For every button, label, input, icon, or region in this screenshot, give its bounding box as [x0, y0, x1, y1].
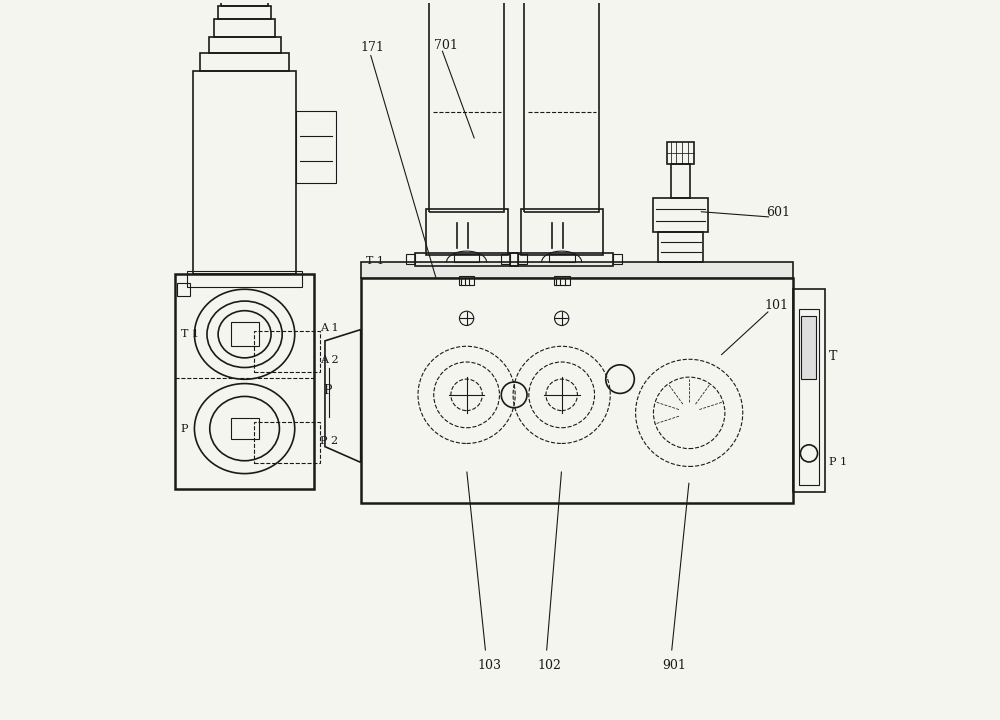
Text: T 1: T 1: [366, 256, 384, 266]
Text: 701: 701: [434, 39, 457, 52]
Text: A 2: A 2: [320, 355, 339, 365]
Text: 901: 901: [662, 659, 686, 672]
Bar: [429, 0, 504, 212]
Bar: [518, 254, 527, 264]
Bar: [415, 253, 518, 266]
Text: 102: 102: [538, 659, 562, 672]
Text: P 2: P 2: [320, 436, 338, 446]
Bar: [214, 19, 275, 37]
Text: P: P: [324, 384, 332, 397]
Bar: [799, 309, 819, 485]
Bar: [510, 253, 613, 266]
Bar: [521, 209, 603, 255]
Bar: [209, 37, 281, 53]
Text: T: T: [829, 350, 837, 363]
Bar: [653, 198, 708, 232]
Text: 171: 171: [361, 41, 385, 54]
Bar: [426, 209, 508, 255]
Bar: [177, 283, 190, 296]
Bar: [524, 0, 599, 212]
Bar: [187, 271, 302, 287]
Bar: [554, 276, 570, 285]
Bar: [454, 253, 479, 262]
Text: A 1: A 1: [320, 323, 339, 333]
Bar: [501, 254, 510, 264]
Bar: [361, 262, 793, 278]
Bar: [231, 323, 259, 346]
Bar: [231, 418, 259, 439]
Bar: [793, 289, 825, 492]
Text: T 1: T 1: [181, 329, 199, 339]
Bar: [667, 142, 694, 163]
Bar: [549, 253, 575, 262]
Text: P 1: P 1: [829, 457, 847, 467]
Bar: [361, 278, 793, 503]
Text: 101: 101: [764, 300, 788, 312]
Bar: [175, 274, 314, 489]
Bar: [193, 71, 296, 274]
Bar: [406, 254, 415, 264]
Bar: [254, 422, 320, 463]
Bar: [254, 331, 320, 372]
Text: 103: 103: [477, 659, 501, 672]
Bar: [218, 6, 271, 19]
Bar: [459, 276, 474, 285]
Bar: [671, 163, 690, 198]
Text: P: P: [181, 423, 188, 433]
Bar: [200, 53, 289, 71]
Bar: [801, 316, 816, 379]
Bar: [613, 254, 622, 264]
Text: 601: 601: [766, 207, 790, 220]
Bar: [658, 232, 703, 262]
Bar: [221, 0, 268, 6]
Bar: [296, 112, 336, 183]
